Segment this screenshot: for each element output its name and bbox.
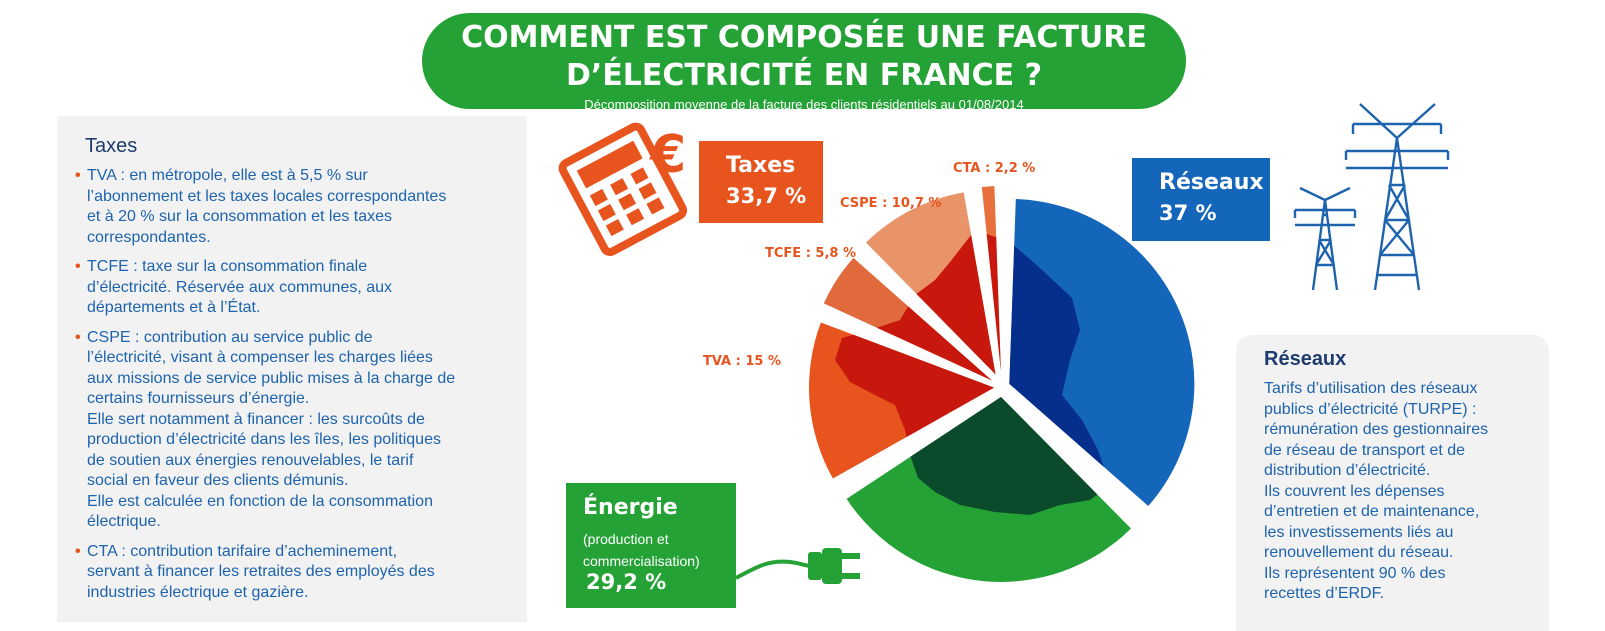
list-item-cspe: • CSPE : contribution au service public d…: [75, 328, 515, 533]
reseaux-panel-heading: Réseaux: [1264, 348, 1347, 370]
reseaux-panel: Réseaux Tarifs d’utilisation des réseaux…: [1236, 335, 1549, 631]
energie-box-label: Énergie: [583, 495, 678, 520]
taxes-panel: Taxes • TVA : en métropole, elle est à 5,…: [57, 116, 527, 622]
page-subtitle: Décomposition moyenne de la facture des …: [584, 97, 1024, 112]
slice-label-tva: TVA : 15 %: [703, 354, 781, 369]
pie-slice-reseaux: [1009, 198, 1195, 506]
title-banner: COMMENT EST COMPOSÉE UNE FACTURE D’ÉLECT…: [422, 13, 1186, 112]
energie-box-value: 29,2 %: [586, 570, 667, 594]
france-map-energie: [846, 396, 1110, 515]
bullet: •: [75, 542, 81, 560]
list-item-tva: • TVA : en métropole, elle est à 5,5 % su…: [75, 166, 515, 248]
plug-icon: [735, 548, 860, 584]
reseaux-box: Réseaux 37 %: [1132, 158, 1270, 241]
bullet: •: [75, 258, 81, 275]
taxes-panel-heading: Taxes: [85, 135, 138, 157]
slice-label-cta: CTA : 2,2 %: [953, 161, 1036, 176]
page-title-line2: D’ÉLECTRICITÉ EN FRANCE ?: [565, 58, 1043, 93]
list-item-tcfe: • TCFE : taxe sur la consommation finale …: [75, 257, 515, 319]
list-item-text: CSPE : contribution au service public de…: [87, 328, 456, 531]
page-title-line1: COMMENT EST COMPOSÉE UNE FACTURE: [461, 20, 1147, 55]
taxes-box-label: Taxes: [726, 153, 796, 178]
taxes-list: • TVA : en métropole, elle est à 5,5 % su…: [75, 166, 515, 612]
calculator-euro-icon: [558, 122, 688, 256]
list-item-text: CTA : contribution tarifaire d’acheminem…: [87, 542, 435, 601]
slice-label-cspe: CSPE : 10,7 %: [840, 196, 942, 211]
reseaux-box-value: 37 %: [1159, 201, 1217, 225]
slice-label-tcfe: TCFE : 5,8 %: [765, 246, 856, 261]
pylons-icon: [1293, 103, 1450, 291]
energie-box: Énergie (production et commercialisation…: [566, 483, 736, 608]
taxes-box-value: 33,7 %: [726, 184, 807, 208]
list-item-cta: • CTA : contribution tarifaire d’achemine…: [75, 542, 515, 604]
taxes-box: Taxes 33,7 %: [699, 141, 823, 223]
bullet: •: [75, 167, 81, 184]
reseaux-panel-text: Tarifs d’utilisation des réseaux publics…: [1264, 380, 1489, 602]
list-item-text: TCFE : taxe sur la consommation finale d…: [87, 258, 393, 316]
list-item-text: TVA : en métropole, elle est à 5,5 % sur…: [87, 167, 447, 246]
reseaux-box-label: Réseaux: [1159, 170, 1264, 195]
bullet: •: [75, 328, 81, 346]
energie-box-sub: (production et commercialisation): [583, 531, 700, 569]
euro-symbol: €: [649, 125, 686, 185]
